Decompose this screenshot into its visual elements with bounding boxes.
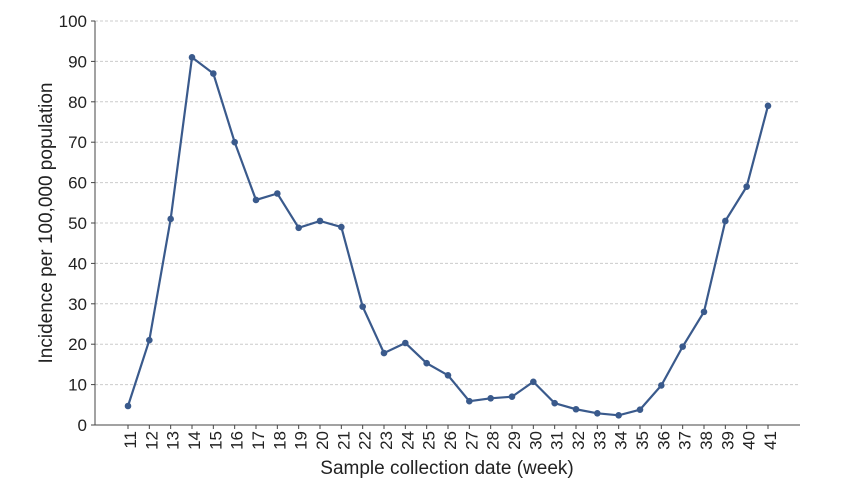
x-tick-label: 24 xyxy=(398,431,417,450)
x-tick-label: 21 xyxy=(334,431,353,450)
x-tick-label: 11 xyxy=(121,431,140,449)
x-tick-label: 34 xyxy=(612,431,631,450)
x-tick-label: 16 xyxy=(228,431,247,450)
point xyxy=(316,217,324,225)
x-tick-label: 20 xyxy=(313,431,332,450)
point xyxy=(466,397,473,405)
point xyxy=(295,224,302,232)
x-tick-label: 15 xyxy=(206,431,225,450)
point xyxy=(700,308,708,316)
x-tick-label: 26 xyxy=(441,431,460,450)
point xyxy=(615,412,622,419)
point xyxy=(658,382,665,389)
y-tick-label: 100 xyxy=(59,12,87,31)
x-tick-label: 31 xyxy=(548,431,567,450)
x-tick-label: 27 xyxy=(462,431,481,450)
point xyxy=(594,409,601,417)
point xyxy=(167,215,174,223)
line xyxy=(126,55,770,417)
x-tick-label: 38 xyxy=(697,431,716,450)
y-tick-label: 20 xyxy=(68,335,87,354)
y-tick-label: 30 xyxy=(68,295,87,314)
point xyxy=(636,406,644,413)
point xyxy=(530,378,537,386)
x-tick-label: 33 xyxy=(590,431,609,450)
x-tick-label: 25 xyxy=(420,431,439,450)
point xyxy=(722,217,729,225)
y-tick-label: 40 xyxy=(68,254,87,273)
x-tick-label: 17 xyxy=(249,431,268,450)
y-tick-label: 70 xyxy=(68,133,87,152)
x-tick-label: 13 xyxy=(164,431,183,450)
x-tick-label: 18 xyxy=(270,431,289,450)
point xyxy=(231,138,238,146)
point xyxy=(274,190,281,197)
point xyxy=(146,336,153,344)
y-tick-label: 50 xyxy=(68,214,87,233)
y-axis-title: Incidence per 100,000 population xyxy=(36,82,57,363)
x-tick-label: 37 xyxy=(676,431,695,450)
x-tick-label: 35 xyxy=(633,431,652,450)
x-tick-label: 40 xyxy=(740,431,759,450)
x-tick-label: 28 xyxy=(484,431,503,450)
point xyxy=(487,395,494,402)
point xyxy=(679,343,686,350)
point xyxy=(338,223,345,231)
y-tick-label: 0 xyxy=(78,416,87,435)
point xyxy=(188,54,196,61)
point xyxy=(508,393,516,401)
x-tick-label: 22 xyxy=(356,431,375,450)
x-tick-label: 30 xyxy=(526,431,545,450)
x-tick-label: 36 xyxy=(654,431,673,450)
y-tick-label: 80 xyxy=(68,93,87,112)
x-tick-label: 12 xyxy=(142,431,161,450)
y-tick-label: 10 xyxy=(68,376,87,395)
y-tick-label: 60 xyxy=(68,174,87,193)
x-tick-label: 41 xyxy=(761,431,780,450)
x-tick-label: 14 xyxy=(185,431,204,450)
x-tick-label: 19 xyxy=(292,431,311,450)
point xyxy=(252,196,260,204)
point xyxy=(764,102,772,110)
point xyxy=(402,339,409,347)
y-tick-label: 90 xyxy=(68,52,87,71)
x-tick-label: 23 xyxy=(377,431,396,450)
x-tick-label: 29 xyxy=(505,431,524,450)
point xyxy=(380,349,388,357)
x-axis-title: Sample collection date (week) xyxy=(320,458,573,479)
point xyxy=(423,359,430,367)
point xyxy=(359,303,366,310)
point xyxy=(572,405,580,413)
point xyxy=(743,183,750,190)
x-tick-label: 32 xyxy=(569,431,588,450)
point xyxy=(124,402,132,410)
point xyxy=(210,70,217,77)
point xyxy=(551,399,558,407)
x-tick-label: 39 xyxy=(718,431,737,450)
point xyxy=(444,372,452,379)
